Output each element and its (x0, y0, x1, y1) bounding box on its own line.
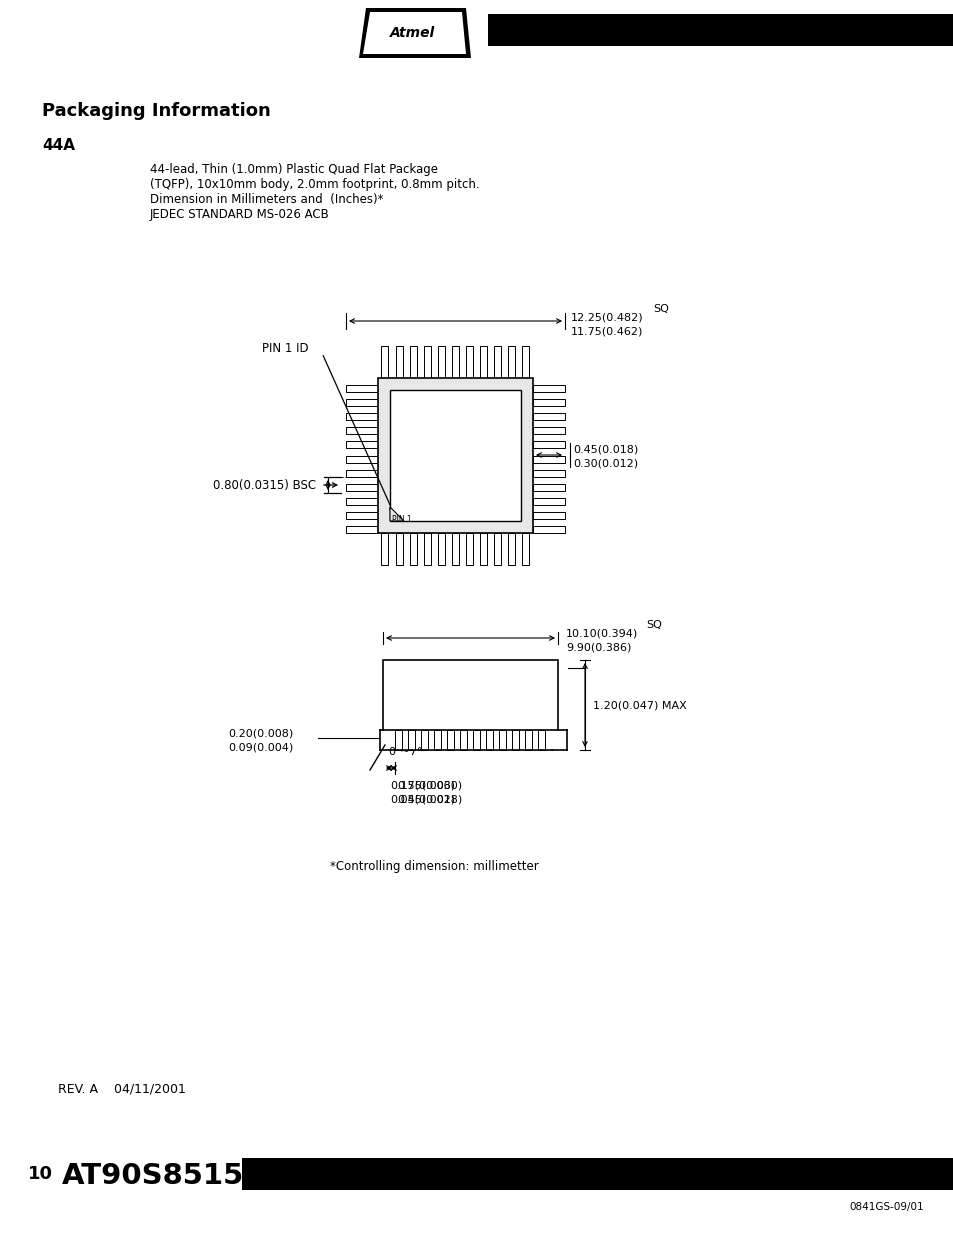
Text: 10.10(0.394): 10.10(0.394) (565, 629, 638, 638)
Text: Dimension in Millimeters and  (Inches)*: Dimension in Millimeters and (Inches)* (150, 193, 383, 206)
Text: 10: 10 (28, 1165, 53, 1183)
Bar (423, 534, 431, 564)
Bar (524, 730, 532, 750)
Bar (434, 730, 440, 750)
Bar (473, 730, 479, 750)
Text: Packaging Information: Packaging Information (42, 103, 271, 120)
Bar (533, 484, 564, 490)
Bar (346, 498, 377, 505)
Bar (533, 511, 564, 519)
Text: SQ: SQ (652, 304, 668, 314)
Bar (346, 441, 377, 448)
Text: SQ: SQ (645, 620, 661, 630)
Bar (533, 385, 564, 391)
Text: PIN 1 ID: PIN 1 ID (262, 342, 309, 354)
Text: Atmel: Atmel (390, 26, 436, 40)
Bar (452, 346, 458, 378)
Bar (346, 526, 377, 534)
Polygon shape (358, 7, 471, 58)
Text: 0°~7°: 0°~7° (388, 747, 422, 757)
Bar (395, 346, 402, 378)
Bar (533, 498, 564, 505)
Text: PIN 1: PIN 1 (392, 515, 412, 524)
Bar (382, 659, 558, 730)
Text: 11.75(0.462): 11.75(0.462) (571, 326, 642, 336)
Bar (381, 346, 388, 378)
Polygon shape (363, 12, 465, 54)
Bar (485, 730, 493, 750)
Bar (423, 346, 431, 378)
Bar (437, 534, 444, 564)
Bar (508, 534, 515, 564)
Bar (479, 534, 487, 564)
Bar (409, 534, 416, 564)
Bar (346, 427, 377, 435)
Bar (395, 730, 401, 750)
Text: 0.09(0.004): 0.09(0.004) (228, 742, 293, 752)
Text: 0.80(0.0315) BSC: 0.80(0.0315) BSC (213, 478, 315, 492)
Bar (346, 385, 377, 391)
Bar (377, 378, 533, 534)
Bar (533, 441, 564, 448)
Text: 0.20(0.008): 0.20(0.008) (228, 727, 293, 739)
Bar (479, 346, 487, 378)
Text: 0.15(0.006): 0.15(0.006) (390, 781, 455, 790)
Text: REV. A    04/11/2001: REV. A 04/11/2001 (58, 1082, 186, 1095)
Bar (452, 534, 458, 564)
Text: *Controlling dimension: millimetter: *Controlling dimension: millimetter (330, 860, 538, 873)
Bar (488, 14, 953, 46)
Bar (533, 456, 564, 462)
Bar (346, 399, 377, 406)
Text: 0.30(0.012): 0.30(0.012) (573, 459, 638, 469)
Bar (395, 534, 402, 564)
Bar (508, 346, 515, 378)
Text: (TQFP), 10x10mm body, 2.0mm footprint, 0.8mm pitch.: (TQFP), 10x10mm body, 2.0mm footprint, 0… (150, 178, 479, 191)
Bar (346, 484, 377, 490)
Bar (346, 456, 377, 462)
Bar (459, 730, 467, 750)
Bar (437, 346, 444, 378)
Text: AT90S8515: AT90S8515 (62, 1162, 244, 1191)
Bar (346, 414, 377, 420)
Text: 44-lead, Thin (1.0mm) Plastic Quad Flat Package: 44-lead, Thin (1.0mm) Plastic Quad Flat … (150, 163, 437, 177)
Bar (346, 469, 377, 477)
Bar (533, 469, 564, 477)
Bar (466, 346, 473, 378)
Bar (381, 534, 388, 564)
Text: 0.45(0.018): 0.45(0.018) (396, 794, 462, 804)
Bar (533, 526, 564, 534)
Text: 44A: 44A (42, 138, 75, 153)
Text: 12.25(0.482): 12.25(0.482) (571, 312, 643, 322)
Text: 0841GS-09/01: 0841GS-09/01 (848, 1202, 923, 1212)
Bar (242, 1158, 953, 1191)
Bar (390, 390, 520, 521)
Bar (447, 730, 454, 750)
Bar (408, 730, 415, 750)
Bar (537, 730, 544, 750)
Bar (494, 346, 500, 378)
Bar (494, 534, 500, 564)
Text: 9.90(0.386): 9.90(0.386) (565, 642, 631, 652)
Text: 1.20(0.047) MAX: 1.20(0.047) MAX (593, 700, 686, 710)
Text: 0.75(0.030): 0.75(0.030) (396, 781, 461, 790)
Bar (533, 399, 564, 406)
Bar (409, 346, 416, 378)
Polygon shape (390, 508, 403, 521)
Bar (522, 346, 529, 378)
Bar (466, 534, 473, 564)
Text: JEDEC STANDARD MS-026 ACB: JEDEC STANDARD MS-026 ACB (150, 207, 330, 221)
Bar (533, 414, 564, 420)
Bar (522, 534, 529, 564)
Bar (346, 511, 377, 519)
Bar (512, 730, 518, 750)
Bar (533, 427, 564, 435)
Text: 0.45(0.018): 0.45(0.018) (573, 445, 638, 454)
Bar (420, 730, 428, 750)
Text: 0.05(0.002): 0.05(0.002) (390, 794, 455, 804)
Bar (498, 730, 505, 750)
